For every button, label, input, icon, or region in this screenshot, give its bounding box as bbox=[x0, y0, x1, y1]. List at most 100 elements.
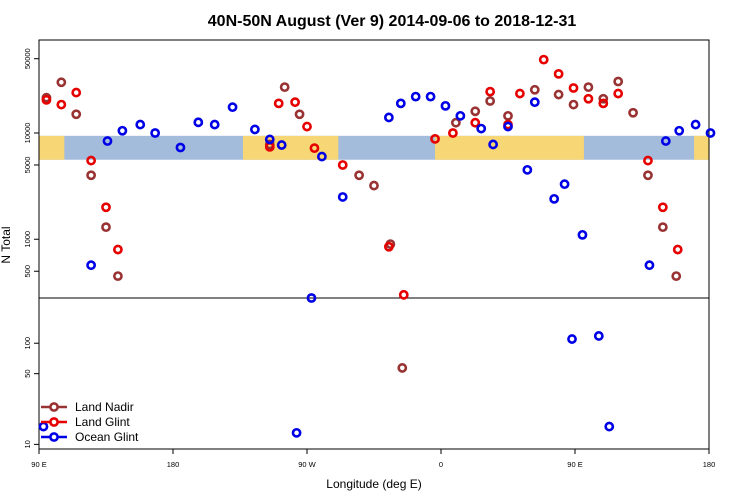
point-ocean-glint-6 bbox=[175, 142, 186, 153]
point-ocean-glint-16 bbox=[337, 192, 348, 202]
point-ocean-glint-31 bbox=[577, 229, 588, 240]
point-ocean-glint-22 bbox=[455, 110, 466, 121]
land-band-0 bbox=[39, 135, 65, 160]
point-land-glint-26 bbox=[643, 155, 653, 166]
point-land-glint-9 bbox=[302, 121, 312, 132]
point-land-nadir-19 bbox=[583, 82, 594, 93]
point-land-nadir-12 bbox=[450, 117, 461, 128]
point-land-glint-2 bbox=[71, 87, 82, 98]
point-ocean-glint-20 bbox=[425, 91, 436, 102]
y-tick-label-6: 50 bbox=[23, 370, 32, 378]
x-axis-label: Longitude (deg E) bbox=[326, 477, 421, 491]
x-tick-label-3: 0 bbox=[439, 460, 443, 469]
point-ocean-glint-18 bbox=[395, 98, 406, 109]
point-land-glint-22 bbox=[568, 83, 579, 93]
point-ocean-glint-5 bbox=[150, 128, 161, 138]
point-land-glint-13 bbox=[398, 289, 409, 300]
point-ocean-glint-3 bbox=[117, 125, 128, 136]
point-ocean-glint-21 bbox=[440, 100, 451, 111]
point-land-nadir-7 bbox=[369, 180, 379, 191]
point-ocean-glint-34 bbox=[644, 260, 655, 271]
y-tick-label-3: 10000 bbox=[23, 123, 32, 144]
point-ocean-glint-8 bbox=[209, 119, 220, 130]
point-ocean-glint-2 bbox=[102, 136, 113, 146]
chart-title: 40N-50N August (Ver 9) 2014-09-06 to 201… bbox=[208, 13, 577, 30]
point-ocean-glint-17 bbox=[383, 112, 394, 123]
point-land-glint-10 bbox=[309, 143, 320, 154]
point-ocean-glint-38 bbox=[705, 128, 716, 138]
land-band-2 bbox=[435, 135, 584, 160]
point-land-glint-7 bbox=[273, 98, 284, 109]
point-land-glint-5 bbox=[113, 244, 123, 255]
point-ocean-glint-29 bbox=[559, 179, 570, 190]
point-ocean-glint-23 bbox=[476, 123, 487, 134]
y-tick-label-0: 500 bbox=[23, 265, 32, 278]
y-axis-label: N Total bbox=[0, 226, 13, 263]
point-land-glint-4 bbox=[101, 202, 111, 213]
point-ocean-glint-1 bbox=[86, 260, 97, 271]
axes: 90 E 180 90 W 0 90 E 180 500 1000 5000 10000 50000… bbox=[23, 39, 715, 469]
y-tick-label-2: 5000 bbox=[23, 157, 32, 174]
point-land-glint-19 bbox=[515, 88, 525, 99]
point-land-nadir-2 bbox=[71, 109, 82, 120]
point-land-nadir-4 bbox=[101, 222, 111, 233]
point-land-nadir-22 bbox=[628, 107, 638, 118]
land-band-1 bbox=[242, 135, 339, 160]
land-band-3 bbox=[694, 135, 709, 160]
legend-marker-0 bbox=[49, 402, 59, 412]
point-land-glint-17 bbox=[485, 86, 496, 97]
point-land-glint-15 bbox=[448, 128, 458, 138]
point-land-nadir-18 bbox=[568, 99, 579, 110]
ocean-band bbox=[39, 135, 709, 160]
point-ocean-glint-37 bbox=[690, 119, 701, 130]
plot-frame bbox=[38, 39, 710, 450]
point-ocean-glint-27 bbox=[529, 97, 540, 108]
point-ocean-glint-32 bbox=[593, 331, 604, 341]
data-points bbox=[38, 54, 716, 438]
legend-label-0: Land Nadir bbox=[75, 400, 134, 414]
point-land-glint-14 bbox=[430, 133, 440, 144]
point-land-nadir-3 bbox=[86, 170, 97, 181]
point-ocean-glint-15 bbox=[316, 151, 327, 162]
background-map bbox=[39, 135, 709, 160]
point-ocean-glint-12 bbox=[276, 140, 287, 150]
y-tick-label-7: 100 bbox=[23, 337, 32, 350]
point-land-nadir-14 bbox=[485, 96, 496, 106]
x-tick-label-4: 90 E bbox=[567, 460, 582, 469]
x-tick-label-1: 180 bbox=[167, 460, 180, 469]
point-ocean-glint-11 bbox=[264, 134, 275, 145]
point-land-nadir-20 bbox=[598, 93, 609, 104]
y-tick-label-4: 50000 bbox=[23, 48, 32, 69]
point-land-glint-23 bbox=[583, 93, 594, 104]
point-land-nadir-25 bbox=[671, 271, 682, 282]
point-land-glint-20 bbox=[538, 54, 549, 65]
point-land-nadir-13 bbox=[470, 106, 481, 117]
point-land-glint-12 bbox=[383, 241, 394, 252]
point-ocean-glint-14 bbox=[306, 293, 317, 303]
point-ocean-glint-36 bbox=[674, 125, 685, 136]
point-land-glint-21 bbox=[553, 68, 564, 79]
x-tick-label-2: 90 W bbox=[298, 460, 316, 469]
point-land-nadir-1 bbox=[56, 77, 67, 88]
point-ocean-glint-10 bbox=[249, 124, 260, 135]
x-tick-label-0: 90 E bbox=[31, 460, 46, 469]
point-land-glint-11 bbox=[337, 160, 348, 170]
point-land-nadir-21 bbox=[613, 76, 624, 87]
point-land-glint-3 bbox=[86, 155, 97, 166]
point-land-nadir-15 bbox=[503, 110, 513, 121]
legend-marker-1 bbox=[49, 417, 59, 427]
point-land-glint-25 bbox=[613, 88, 624, 99]
point-ocean-glint-9 bbox=[227, 102, 238, 113]
point-land-nadir-16 bbox=[529, 84, 540, 95]
point-ocean-glint-13 bbox=[291, 427, 302, 438]
point-land-glint-0 bbox=[41, 94, 52, 105]
point-ocean-glint-0 bbox=[38, 421, 49, 432]
point-ocean-glint-19 bbox=[410, 91, 421, 102]
point-land-nadir-11 bbox=[294, 109, 305, 120]
y-tick-label-5: 10 bbox=[23, 440, 32, 448]
point-land-nadir-5 bbox=[113, 271, 123, 282]
point-land-glint-16 bbox=[470, 117, 481, 128]
point-land-nadir-17 bbox=[553, 89, 564, 100]
